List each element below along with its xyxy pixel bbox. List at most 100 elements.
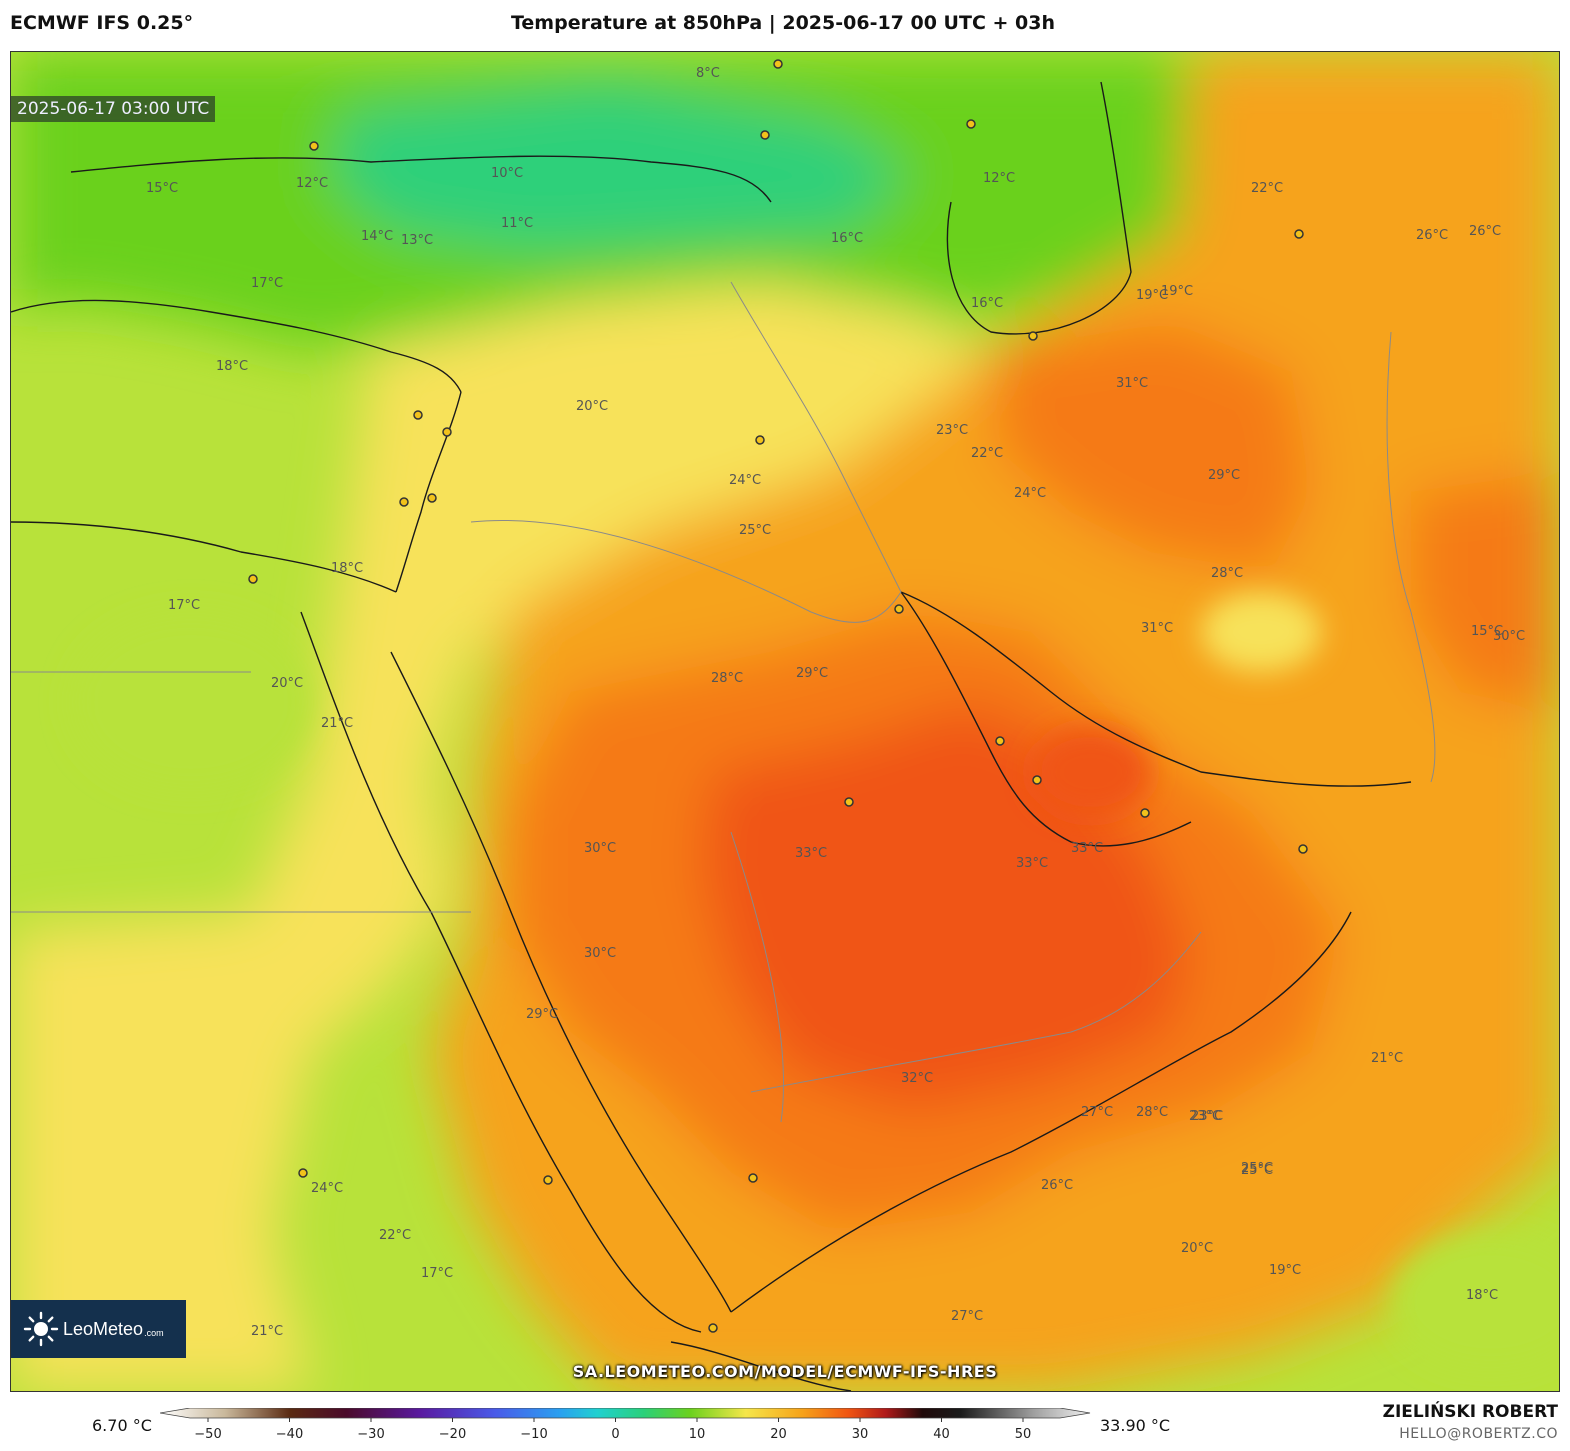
logo-text: LeoMeteo <box>63 1319 143 1340</box>
contour-label: 29°C <box>1208 468 1240 483</box>
max-temperature-label: 33.90 °C <box>1100 1416 1170 1435</box>
city-marker <box>845 798 853 806</box>
valid-time-badge: 2025-06-17 03:00 UTC <box>11 96 215 122</box>
contour-label: 17°C <box>251 276 283 291</box>
contour-label: 23°C <box>936 423 968 438</box>
contour-label: 30°C <box>584 946 616 961</box>
city-marker <box>774 60 782 68</box>
leometeo-logo[interactable]: LeoMeteo .com <box>11 1300 186 1358</box>
contour-label: 19°C <box>1136 288 1168 303</box>
zone-iran-plateau <box>1201 592 1321 672</box>
contour-label: 20°C <box>271 676 303 691</box>
city-marker <box>756 436 764 444</box>
contour-label: 30°C <box>1493 629 1525 644</box>
contour-label: 22°C <box>971 446 1003 461</box>
city-marker <box>1295 230 1303 238</box>
contour-label: 31°C <box>1116 376 1148 391</box>
city-marker <box>443 428 451 436</box>
colorbar-tick-label: −50 <box>194 1427 221 1442</box>
contour-label: 27°C <box>951 1309 983 1324</box>
city-marker <box>428 494 436 502</box>
colorbar-ticks: −50 −40 −30 −20 −10 0 10 20 30 40 50 <box>194 1418 1031 1442</box>
header: ECMWF IFS 0.25° Temperature at 850hPa | … <box>0 0 1570 50</box>
colorbar-tick-label: 30 <box>852 1427 869 1442</box>
contour-label: 28°C <box>1136 1105 1168 1120</box>
contour-label: 26°C <box>1416 228 1448 243</box>
city-marker <box>310 142 318 150</box>
contour-label: 16°C <box>971 296 1003 311</box>
contour-label: 22°C <box>1251 181 1283 196</box>
colorbar-tick-label: 0 <box>611 1427 619 1442</box>
footer: 6.70 °C <box>0 1392 1570 1451</box>
contour-label: 26°C <box>1469 224 1501 239</box>
contour-label: 21°C <box>321 716 353 731</box>
city-marker <box>749 1174 757 1182</box>
city-marker <box>544 1176 552 1184</box>
author-name: ZIELIŃSKI ROBERT <box>1383 1402 1558 1422</box>
colorbar-tick-label: −20 <box>439 1427 466 1442</box>
colorbar-tick-label: −10 <box>520 1427 547 1442</box>
contour-label: 24°C <box>729 473 761 488</box>
colorbar: −50 −40 −30 −20 −10 0 10 20 30 40 50 <box>160 1408 1095 1450</box>
temperature-field: 8°C 10°C 11°C 12°C 13°C 14°C 15°C 16°C 1… <box>11 52 1559 1391</box>
sun-icon <box>23 1311 59 1347</box>
contour-label: 15°C <box>146 181 178 196</box>
contour-label: 13°C <box>401 233 433 248</box>
colorbar-tick-label: −30 <box>357 1427 384 1442</box>
contour-label: 28°C <box>711 671 743 686</box>
colorbar-gradient <box>160 1408 1090 1418</box>
contour-label: 25°C <box>739 523 771 538</box>
contour-label: 11°C <box>501 216 533 231</box>
contour-label: 18°C <box>216 359 248 374</box>
colorbar-tick-label: 40 <box>933 1427 950 1442</box>
contour-label: 31°C <box>1141 621 1173 636</box>
contour-label: 17°C <box>421 1266 453 1281</box>
min-temperature-label: 6.70 °C <box>92 1416 152 1435</box>
logo-suffix: .com <box>144 1328 164 1338</box>
city-marker <box>761 131 769 139</box>
zone-gulf-hot <box>1031 727 1151 817</box>
contour-label: 27°C <box>1081 1105 1113 1120</box>
contour-label: 26°C <box>1041 1178 1073 1193</box>
contour-label: 32°C <box>901 1071 933 1086</box>
contour-label: 12°C <box>296 176 328 191</box>
contour-label: 30°C <box>584 841 616 856</box>
colorbar-tick-label: 10 <box>689 1427 706 1442</box>
temperature-map[interactable]: 8°C 10°C 11°C 12°C 13°C 14°C 15°C 16°C 1… <box>10 51 1560 1392</box>
city-marker <box>1299 845 1307 853</box>
city-marker <box>967 120 975 128</box>
city-marker <box>1029 332 1037 340</box>
map-title: Temperature at 850hPa | 2025-06-17 00 UT… <box>0 12 1566 34</box>
city-marker <box>249 575 257 583</box>
city-marker <box>1141 809 1149 817</box>
contour-label: 33°C <box>795 846 827 861</box>
source-url[interactable]: SA.LEOMETEO.COM/MODEL/ECMWF-IFS-HRES <box>11 1362 1559 1381</box>
contour-label: 28°C <box>1211 566 1243 581</box>
contour-label: 24°C <box>1014 486 1046 501</box>
contour-label: 20°C <box>576 399 608 414</box>
city-marker <box>895 605 903 613</box>
contour-label: 23°C <box>1191 1109 1223 1124</box>
contour-label: 33°C <box>1016 856 1048 871</box>
city-marker <box>1033 776 1041 784</box>
contour-label: 18°C <box>331 561 363 576</box>
city-marker <box>996 737 1004 745</box>
contour-label: 12°C <box>983 171 1015 186</box>
zone-egypt-green <box>71 612 311 792</box>
city-marker <box>709 1324 717 1332</box>
contour-label: 24°C <box>311 1181 343 1196</box>
contour-label: 21°C <box>1371 1051 1403 1066</box>
colorbar-tick-label: 50 <box>1015 1427 1032 1442</box>
contour-label: 33°C <box>1071 841 1103 856</box>
contour-label: 10°C <box>491 166 523 181</box>
contour-label: 25°C <box>1241 1163 1273 1178</box>
city-marker <box>414 411 422 419</box>
contour-label: 29°C <box>526 1007 558 1022</box>
city-marker <box>400 498 408 506</box>
contour-label: 21°C <box>251 1324 283 1339</box>
contour-label: 18°C <box>1466 1288 1498 1303</box>
colorbar-tick-label: 20 <box>770 1427 787 1442</box>
author-email[interactable]: HELLO@ROBERTZ.CO <box>1399 1426 1558 1442</box>
contour-label: 8°C <box>696 66 720 81</box>
colorbar-tick-label: −40 <box>276 1427 303 1442</box>
